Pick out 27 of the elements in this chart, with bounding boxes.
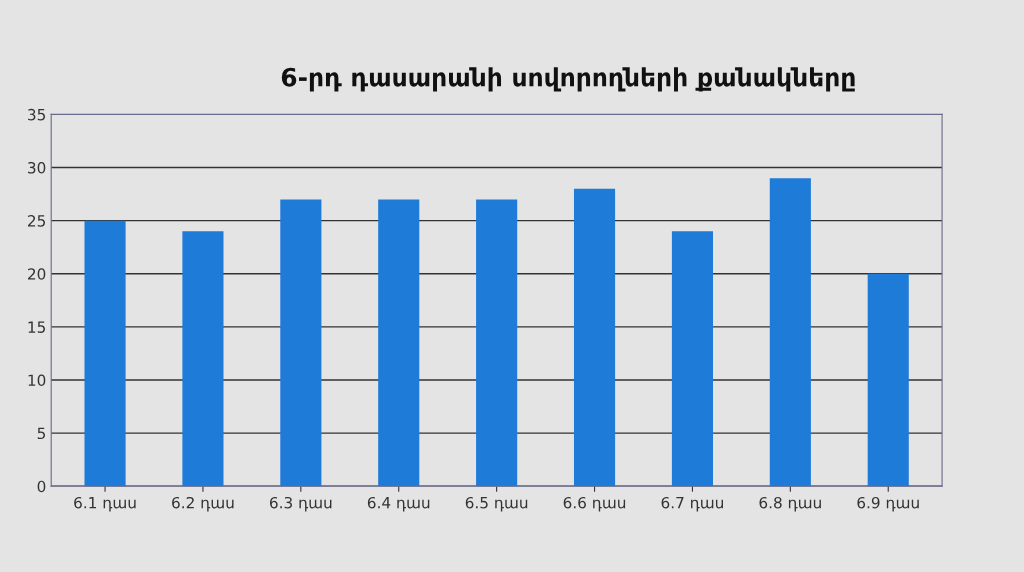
y-tick-label: 30 bbox=[28, 161, 46, 174]
bar bbox=[867, 273, 909, 487]
bar bbox=[378, 199, 420, 487]
y-tick-label: 5 bbox=[37, 427, 45, 440]
x-tick-label: 6.4 դաս bbox=[367, 496, 430, 512]
bar bbox=[476, 199, 518, 487]
y-tick-label: 0 bbox=[37, 480, 46, 493]
y-tick-label: 35 bbox=[28, 108, 45, 121]
bar bbox=[84, 220, 126, 487]
y-tick-label: 25 bbox=[28, 215, 45, 227]
bar bbox=[769, 178, 811, 487]
x-tick-label: 6.6 դաս bbox=[563, 496, 626, 512]
y-tick-label: 20 bbox=[28, 268, 46, 280]
y-tick-label: 10 bbox=[28, 374, 46, 386]
x-tick-label: 6.2 դաս bbox=[172, 496, 234, 512]
y-tick-label: 15 bbox=[28, 321, 45, 333]
x-tick-label: 6.3 դաս bbox=[269, 496, 332, 512]
bar bbox=[573, 188, 616, 487]
bar bbox=[182, 231, 224, 487]
x-tick-label: 6.8 դաս bbox=[759, 496, 821, 512]
bar bbox=[671, 231, 713, 487]
chart-title: 6-րդ դասարանի սովորողների քանակները bbox=[281, 67, 855, 92]
x-tick-label: 6.7 դաս bbox=[661, 496, 723, 512]
bar bbox=[280, 199, 322, 487]
x-tick-label: 6.1 դաս bbox=[74, 496, 136, 512]
x-tick-label: 6.9 դաս bbox=[857, 496, 919, 512]
x-tick-label: 6.5 դաս bbox=[465, 496, 528, 512]
